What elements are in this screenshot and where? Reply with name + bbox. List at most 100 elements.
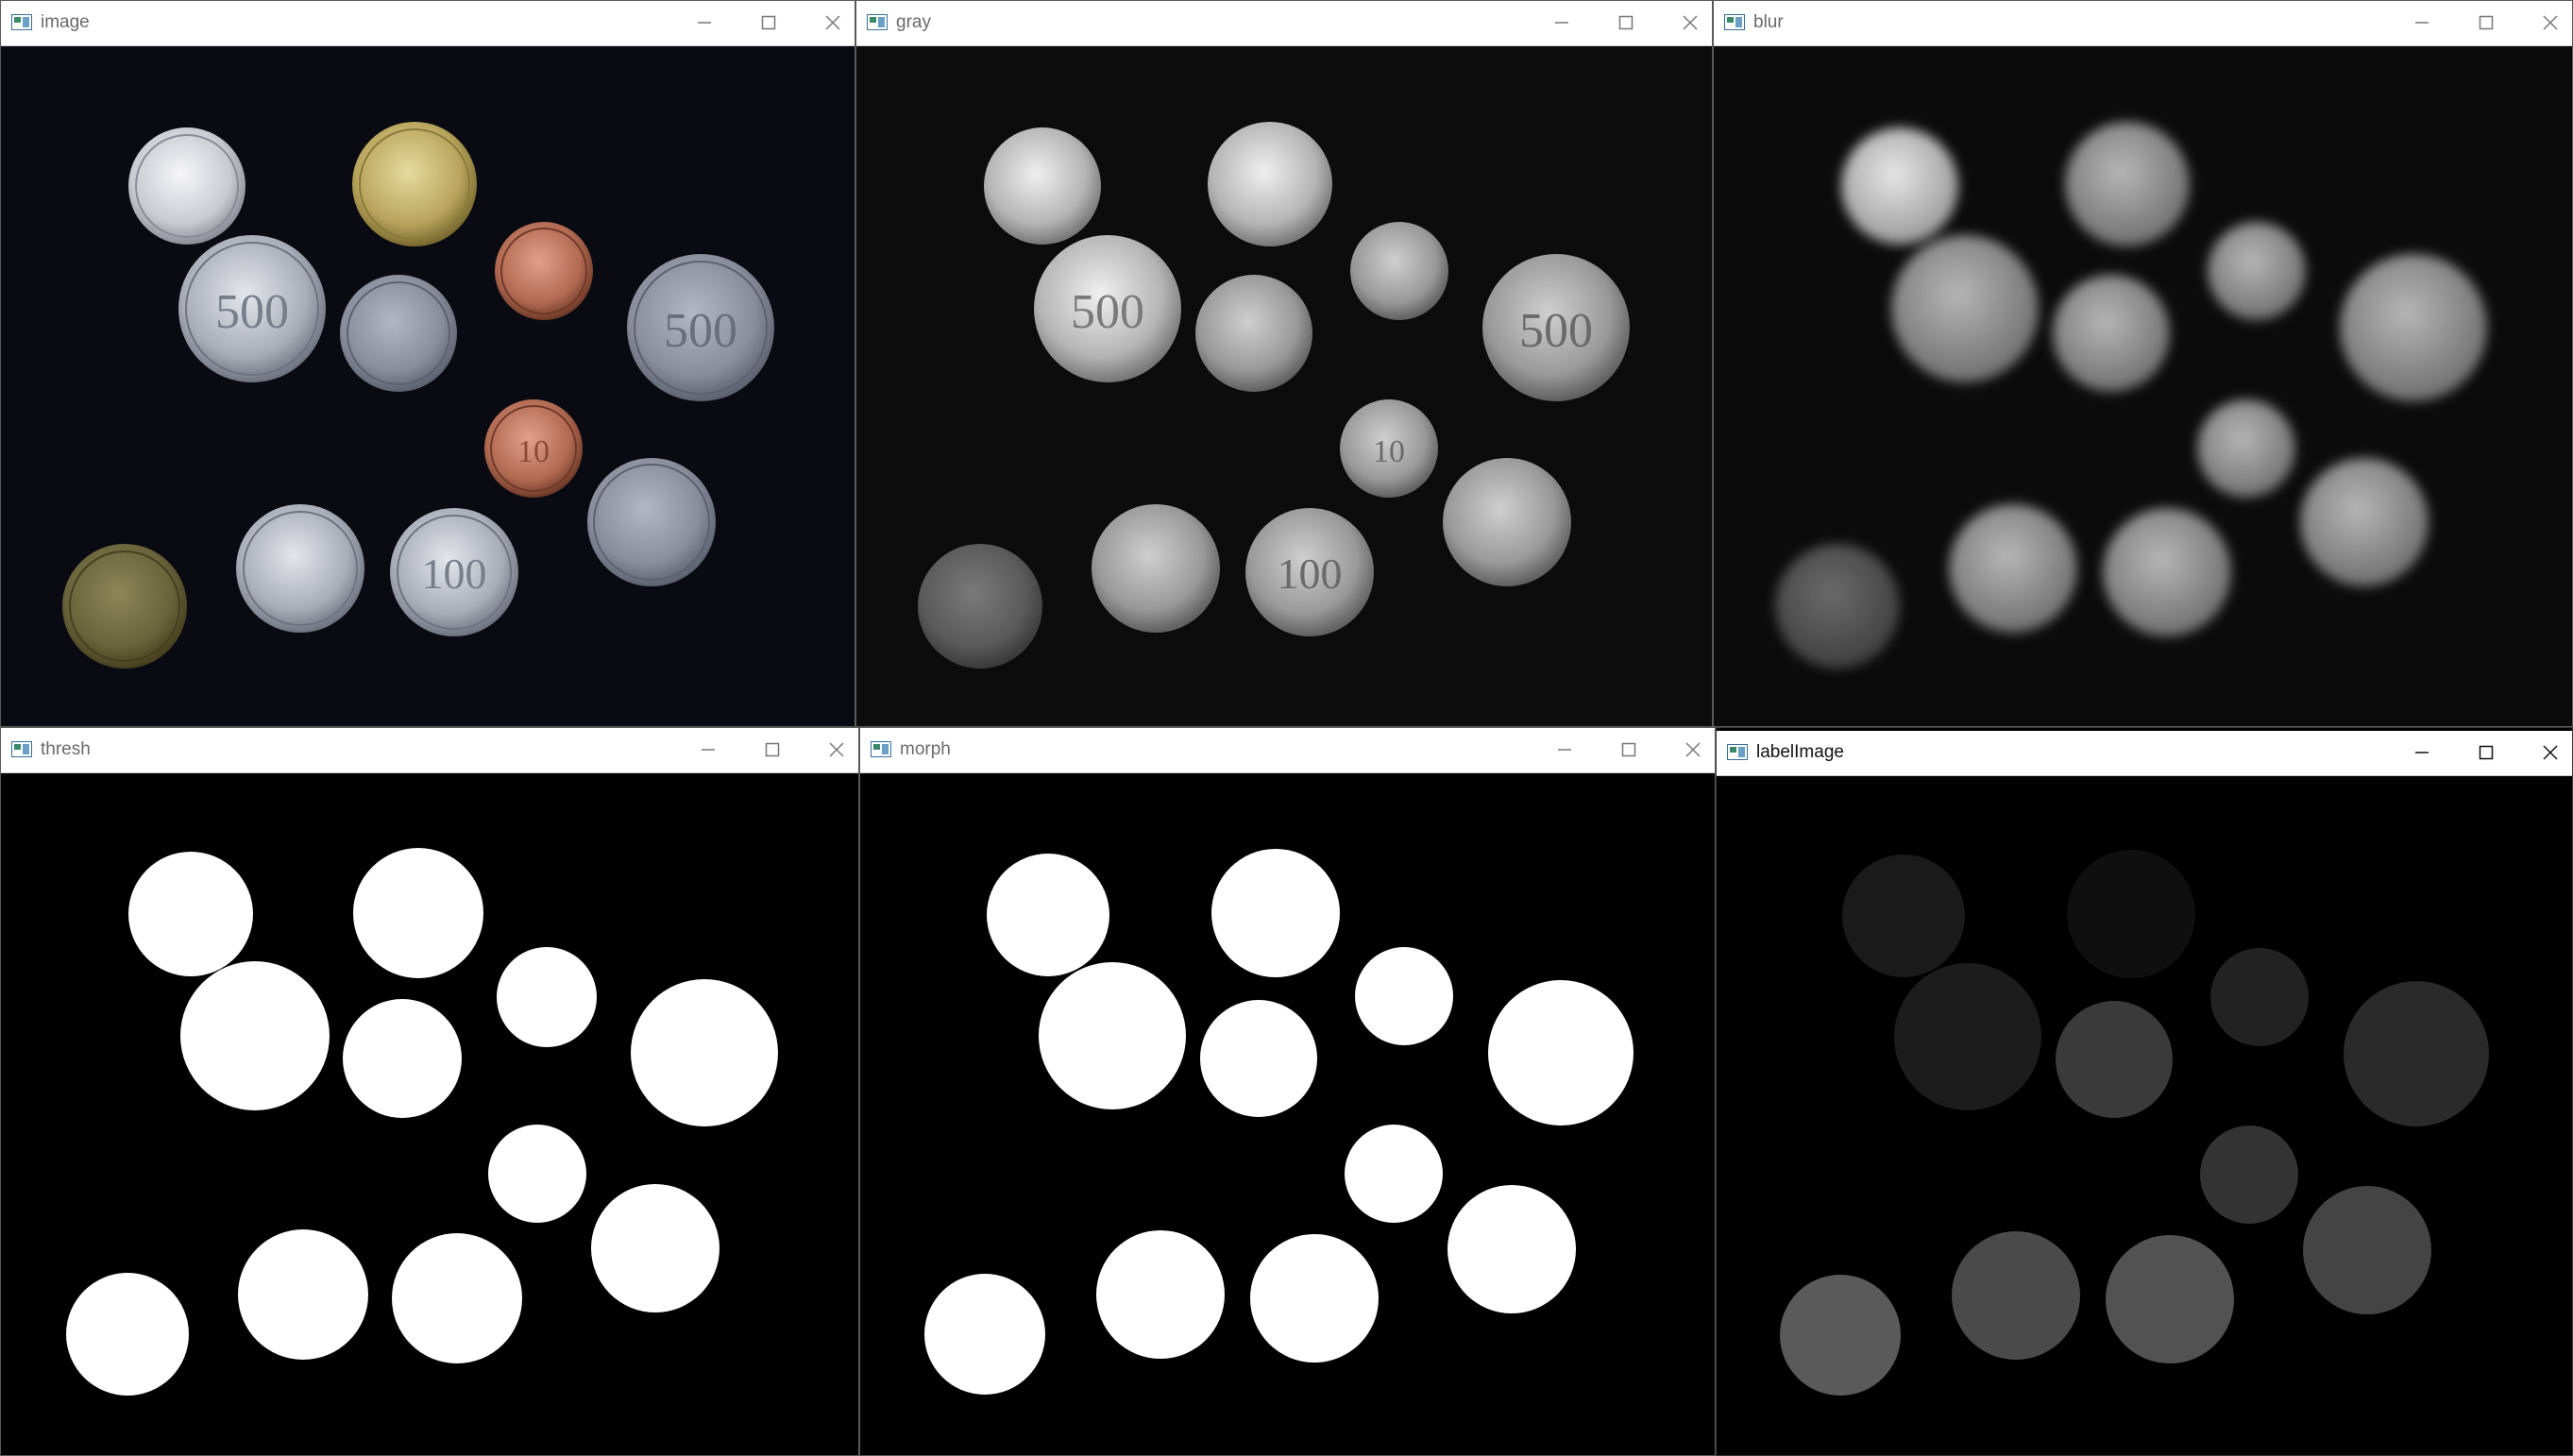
svg-text:100: 100: [422, 550, 487, 598]
close-button[interactable]: [815, 734, 858, 766]
label-region: [2344, 981, 2489, 1126]
minimize-icon: [2415, 752, 2429, 753]
maximize-button[interactable]: [751, 734, 794, 766]
coin: 10: [1340, 399, 1438, 498]
window-title: thresh: [41, 739, 91, 759]
close-button[interactable]: [1668, 7, 1712, 39]
coin: [1195, 275, 1312, 392]
image-canvas: 500 500 10 100: [1, 46, 855, 726]
coin: [340, 275, 457, 392]
titlebar[interactable]: labelImage: [1717, 731, 2572, 776]
blob: [66, 1273, 189, 1396]
titlebar[interactable]: morph: [860, 728, 1715, 773]
maximize-button[interactable]: [2464, 7, 2508, 39]
blob: [631, 979, 778, 1126]
titlebar[interactable]: image: [1, 1, 855, 46]
window-title: labelImage: [1756, 742, 1844, 762]
svg-text:500: 500: [664, 304, 737, 358]
close-button[interactable]: [2529, 736, 2572, 769]
close-button[interactable]: [811, 7, 855, 39]
coin: [1350, 222, 1448, 320]
titlebar[interactable]: blur: [1714, 1, 2572, 46]
coin: [1092, 504, 1220, 633]
coin: [128, 127, 245, 245]
coin: [984, 127, 1101, 245]
maximize-icon: [1621, 742, 1636, 757]
minimize-button[interactable]: [683, 7, 726, 39]
maximize-icon: [761, 15, 776, 30]
coin: [2208, 222, 2306, 320]
minimize-button[interactable]: [2400, 7, 2444, 39]
label-region: [2106, 1235, 2234, 1363]
coin: [62, 544, 187, 669]
blob: [392, 1233, 522, 1363]
thresh-canvas: [1, 773, 858, 1455]
opencv-window-icon: [1727, 744, 1748, 760]
coin: [2053, 275, 2170, 392]
window-gray[interactable]: gray 500 500 10 100: [855, 0, 1713, 727]
blob: [488, 1125, 586, 1223]
window-morph[interactable]: morph: [859, 727, 1716, 1456]
minimize-button[interactable]: [2400, 736, 2444, 769]
coin: [2300, 458, 2429, 586]
maximize-button[interactable]: [1607, 734, 1650, 766]
maximize-button[interactable]: [2464, 736, 2508, 769]
maximize-button[interactable]: [747, 7, 790, 39]
blob: [1250, 1234, 1379, 1363]
close-icon: [825, 15, 840, 30]
window-image[interactable]: image 500 500 10 100: [0, 0, 855, 727]
maximize-icon: [2479, 745, 2494, 760]
close-button[interactable]: [2529, 7, 2572, 39]
blob: [987, 854, 1109, 976]
gray-canvas: 500 500 10 100: [856, 46, 1712, 726]
minimize-icon: [2415, 22, 2429, 24]
blob: [238, 1229, 368, 1360]
coin: [2340, 254, 2487, 401]
window-thresh[interactable]: thresh: [0, 727, 859, 1456]
svg-text:500: 500: [1071, 285, 1144, 339]
close-icon: [2543, 15, 2558, 30]
coin: [587, 458, 716, 586]
coin: [1443, 458, 1571, 586]
coin: [1775, 544, 1900, 669]
minimize-icon: [1555, 22, 1568, 24]
maximize-icon: [765, 742, 780, 757]
minimize-button[interactable]: [1543, 734, 1586, 766]
maximize-button[interactable]: [1604, 7, 1648, 39]
maximize-icon: [2479, 15, 2494, 30]
close-icon: [1683, 15, 1698, 30]
coin: [352, 122, 477, 246]
window-blur[interactable]: blur: [1713, 0, 2573, 727]
minimize-icon: [702, 749, 715, 751]
window-title: blur: [1753, 12, 1784, 32]
coin: 500: [1482, 254, 1630, 401]
window-title: image: [41, 12, 90, 32]
window-title: gray: [896, 12, 931, 32]
blob: [1039, 962, 1186, 1109]
blur-canvas: [1714, 46, 2572, 726]
labelImage-canvas: [1717, 776, 2572, 1455]
opencv-window-icon: [11, 14, 32, 30]
close-icon: [829, 742, 844, 757]
titlebar[interactable]: gray: [856, 1, 1712, 46]
close-icon: [2543, 745, 2558, 760]
svg-text:500: 500: [1519, 304, 1593, 358]
label-region: [2210, 948, 2309, 1046]
blob: [1345, 1125, 1443, 1223]
window-labelImage[interactable]: labelImage: [1716, 727, 2573, 1456]
maximize-icon: [1618, 15, 1634, 30]
blob: [353, 848, 483, 978]
close-button[interactable]: [1671, 734, 1715, 766]
opencv-window-icon: [867, 14, 888, 30]
coin: [2197, 399, 2295, 498]
minimize-button[interactable]: [1540, 7, 1583, 39]
blob: [1488, 980, 1634, 1126]
minimize-button[interactable]: [686, 734, 730, 766]
coin: [1841, 127, 1958, 245]
coin: 500: [1034, 235, 1181, 382]
blob: [1096, 1230, 1225, 1359]
blob: [343, 999, 462, 1118]
label-region: [1842, 855, 1965, 977]
titlebar[interactable]: thresh: [1, 728, 858, 773]
label-region: [2067, 850, 2195, 978]
